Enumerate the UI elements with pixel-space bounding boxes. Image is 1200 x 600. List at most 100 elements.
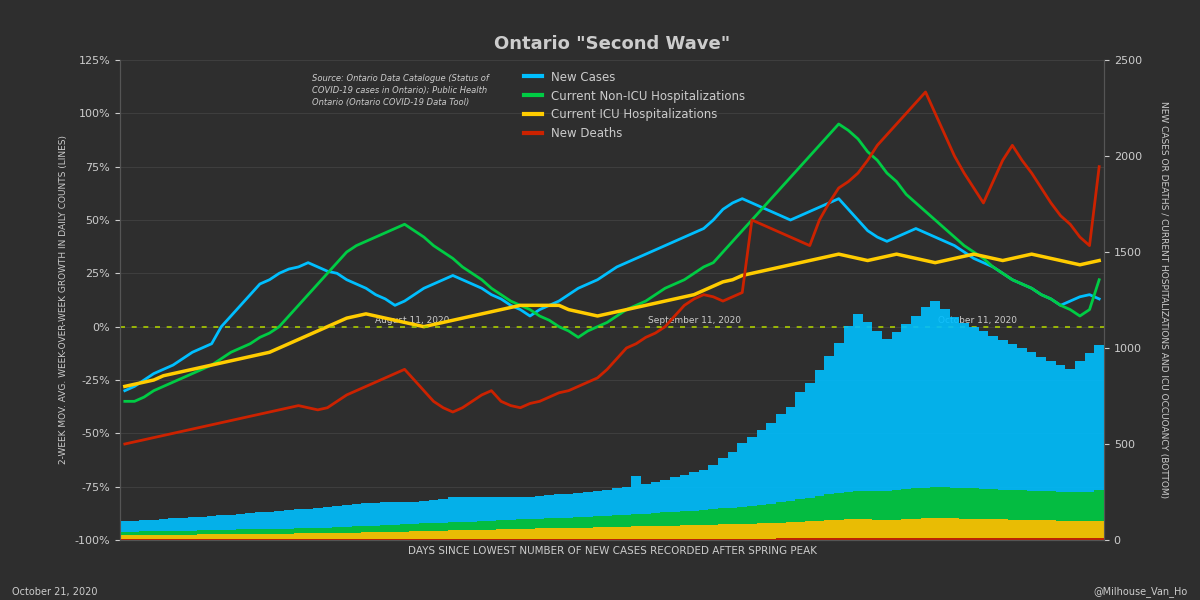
- Bar: [574, 493, 583, 517]
- Bar: [1066, 521, 1075, 538]
- Bar: [920, 538, 930, 540]
- Bar: [1056, 538, 1066, 540]
- Bar: [968, 519, 978, 538]
- Bar: [998, 538, 1008, 540]
- Bar: [786, 522, 796, 538]
- Bar: [650, 513, 660, 526]
- Bar: [844, 519, 853, 538]
- Bar: [968, 488, 978, 519]
- Bar: [526, 529, 535, 539]
- Bar: [583, 492, 593, 517]
- Bar: [497, 529, 506, 539]
- Bar: [130, 521, 139, 532]
- Bar: [139, 535, 149, 539]
- Bar: [457, 530, 467, 539]
- Bar: [206, 530, 216, 535]
- Bar: [815, 496, 824, 521]
- Bar: [1027, 352, 1037, 491]
- Bar: [660, 512, 670, 526]
- Bar: [660, 480, 670, 512]
- Bar: [294, 533, 304, 539]
- Bar: [786, 407, 796, 501]
- Bar: [304, 528, 313, 533]
- Bar: [602, 516, 612, 527]
- Bar: [400, 502, 409, 524]
- Bar: [679, 539, 689, 540]
- Bar: [1056, 492, 1066, 521]
- Bar: [593, 517, 602, 527]
- Bar: [708, 465, 718, 509]
- Bar: [130, 535, 139, 539]
- Bar: [583, 527, 593, 539]
- Bar: [1085, 491, 1094, 521]
- Bar: [506, 539, 516, 540]
- Bar: [457, 497, 467, 522]
- Bar: [631, 514, 641, 526]
- Bar: [158, 535, 168, 539]
- Bar: [989, 335, 998, 489]
- Bar: [930, 538, 940, 540]
- Bar: [1018, 490, 1027, 520]
- Bar: [178, 518, 187, 530]
- Bar: [1075, 521, 1085, 538]
- Bar: [371, 503, 380, 526]
- Bar: [246, 534, 256, 539]
- Bar: [476, 521, 486, 530]
- Bar: [120, 532, 130, 535]
- Bar: [535, 539, 545, 540]
- Bar: [805, 538, 815, 540]
- Bar: [738, 524, 748, 539]
- Bar: [602, 527, 612, 539]
- Bar: [698, 525, 708, 539]
- Bar: [187, 530, 197, 535]
- Bar: [727, 539, 738, 540]
- Bar: [1037, 356, 1046, 491]
- Bar: [467, 539, 476, 540]
- Bar: [486, 539, 497, 540]
- Bar: [438, 530, 448, 539]
- Bar: [476, 539, 486, 540]
- Bar: [304, 533, 313, 539]
- Bar: [342, 527, 352, 533]
- Bar: [641, 539, 650, 540]
- Bar: [226, 530, 235, 534]
- Bar: [1056, 521, 1066, 538]
- Bar: [457, 539, 467, 540]
- Bar: [631, 539, 641, 540]
- Bar: [853, 519, 863, 538]
- Bar: [1066, 370, 1075, 492]
- Bar: [323, 533, 332, 539]
- Bar: [352, 526, 361, 533]
- Bar: [815, 370, 824, 496]
- Bar: [602, 539, 612, 540]
- Bar: [968, 327, 978, 488]
- Bar: [718, 458, 727, 508]
- Bar: [959, 488, 968, 518]
- Bar: [216, 515, 226, 530]
- Bar: [660, 526, 670, 539]
- Bar: [834, 538, 844, 540]
- Bar: [1066, 492, 1075, 521]
- Bar: [419, 531, 428, 539]
- Bar: [149, 520, 158, 532]
- Bar: [776, 414, 786, 502]
- Bar: [1075, 492, 1085, 521]
- Bar: [998, 490, 1008, 520]
- Text: @Milhouse_Van_Ho: @Milhouse_Van_Ho: [1093, 586, 1188, 597]
- Bar: [187, 517, 197, 530]
- Bar: [178, 530, 187, 535]
- Bar: [622, 487, 631, 515]
- Bar: [323, 507, 332, 527]
- Bar: [400, 524, 409, 532]
- Bar: [476, 497, 486, 521]
- Bar: [419, 501, 428, 523]
- Bar: [526, 539, 535, 540]
- Bar: [168, 535, 178, 539]
- Bar: [824, 494, 834, 520]
- Bar: [650, 482, 660, 513]
- Bar: [409, 524, 419, 531]
- Bar: [226, 534, 235, 539]
- Bar: [882, 520, 892, 538]
- Bar: [748, 524, 757, 539]
- Bar: [708, 524, 718, 539]
